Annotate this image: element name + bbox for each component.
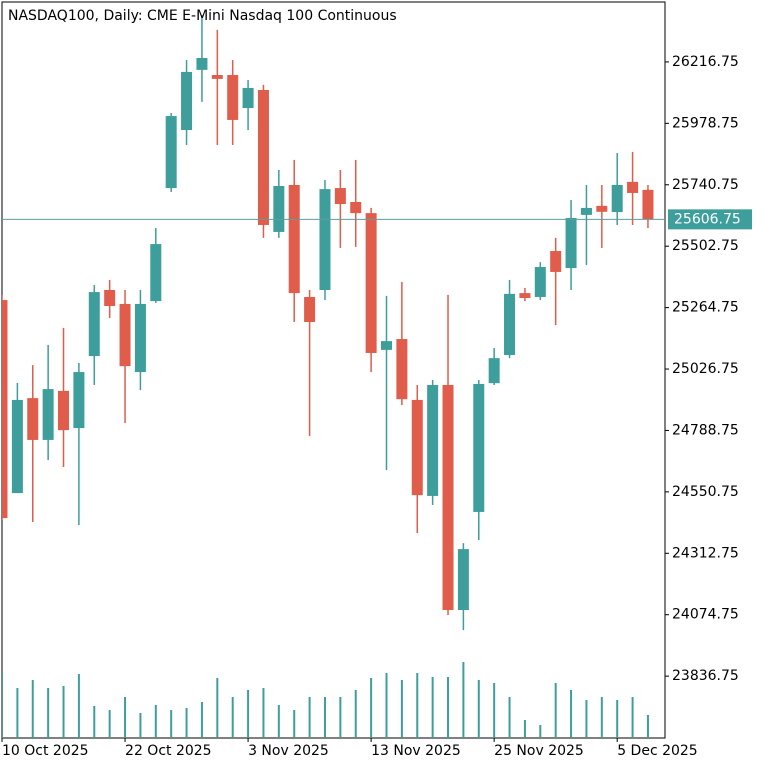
x-tick-label: 10 Oct 2025 <box>2 743 89 759</box>
candle-body <box>2 300 8 519</box>
candle-body <box>134 303 146 373</box>
candle-body <box>534 267 546 297</box>
plot-area <box>2 14 654 738</box>
candle-body <box>350 202 362 214</box>
plot-frame <box>1 1 666 739</box>
candle-body <box>273 186 285 232</box>
y-tick-label: 25740.75 <box>672 177 739 193</box>
candle-body <box>411 399 423 496</box>
candle-body <box>396 339 408 400</box>
candle-body <box>42 389 54 440</box>
candle-body <box>442 384 454 610</box>
candle-body <box>227 75 239 120</box>
candle-body <box>488 358 500 384</box>
y-tick-label: 26216.75 <box>672 54 739 70</box>
y-tick-label: 24550.75 <box>672 484 739 500</box>
candle-body <box>365 213 377 353</box>
candle-body <box>580 207 592 215</box>
last-price-label: 25606.75 <box>674 211 741 227</box>
y-tick-label: 25264.75 <box>672 300 739 316</box>
candle-body <box>27 398 39 440</box>
x-tick-label: 13 Nov 2025 <box>371 743 461 759</box>
candle-body <box>334 188 346 205</box>
candle-body <box>181 71 193 130</box>
x-tick-label: 25 Nov 2025 <box>494 743 584 759</box>
candle-body <box>73 372 85 429</box>
last-price-box <box>668 209 752 230</box>
candle-body <box>519 293 531 298</box>
y-tick-label: 23836.75 <box>672 668 739 684</box>
candle-body <box>504 293 516 356</box>
candle-body <box>165 116 177 189</box>
candle-body <box>257 90 269 225</box>
y-tick-label: 24312.75 <box>672 545 739 561</box>
candle-body <box>457 549 469 610</box>
candle-body <box>119 303 131 367</box>
candle-body <box>611 184 623 213</box>
candle-body <box>304 296 316 322</box>
candle-body <box>381 341 392 350</box>
x-tick-label: 3 Nov 2025 <box>248 743 329 759</box>
x-tick-label: 22 Oct 2025 <box>125 743 212 759</box>
y-tick-label: 25502.75 <box>672 238 739 254</box>
candle-body <box>596 205 608 212</box>
candle-body <box>104 290 116 306</box>
candle-body <box>427 384 439 496</box>
y-tick-label: 25026.75 <box>672 361 739 377</box>
candle-body <box>58 390 70 431</box>
candle-body <box>627 181 639 193</box>
chart-title: NASDAQ100, Daily: CME E-Mini Nasdaq 100 … <box>8 8 397 24</box>
candle-body <box>211 75 223 79</box>
candle-body <box>196 58 208 70</box>
candle-body <box>288 184 300 294</box>
candle-body <box>88 292 100 357</box>
candle-body <box>319 189 331 290</box>
y-tick-label: 25978.75 <box>672 115 739 131</box>
candle-body <box>11 399 23 494</box>
candle-body <box>473 383 485 512</box>
y-tick-label: 24074.75 <box>672 607 739 623</box>
y-tick-label: 24788.75 <box>672 422 739 438</box>
candle-body <box>242 87 254 109</box>
x-tick-label: 5 Dec 2025 <box>617 743 698 759</box>
candle-body <box>150 244 162 302</box>
candle-body <box>565 218 577 269</box>
candle-body <box>550 251 562 272</box>
candle-body <box>642 189 654 220</box>
